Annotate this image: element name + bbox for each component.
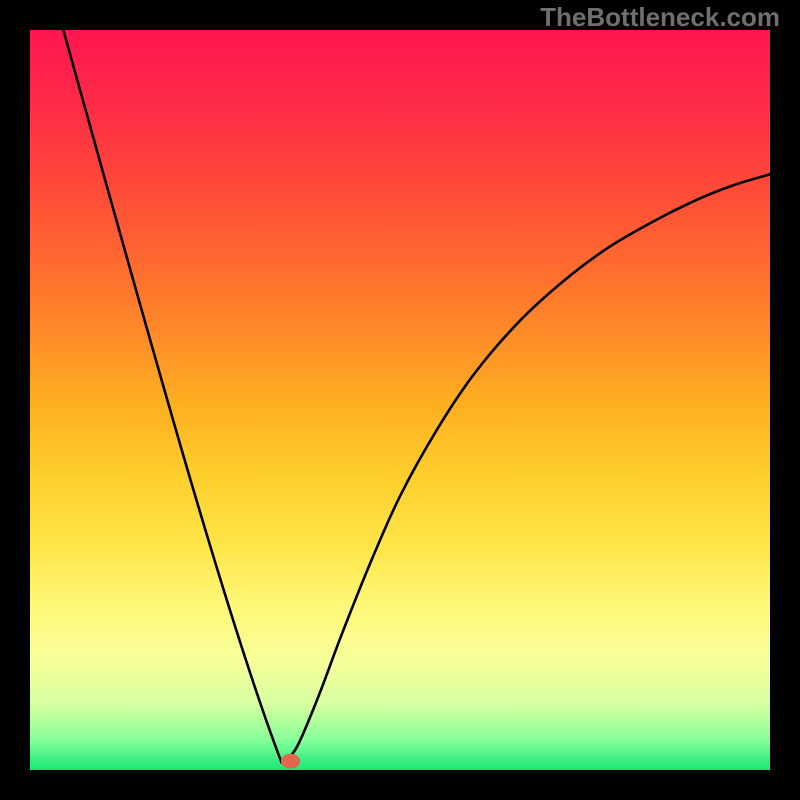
watermark-text: TheBottleneck.com: [540, 2, 780, 33]
plot-area: [30, 30, 770, 770]
optimum-marker: [281, 754, 300, 769]
bottleneck-curve: [30, 30, 770, 770]
chart-container: TheBottleneck.com: [0, 0, 800, 800]
